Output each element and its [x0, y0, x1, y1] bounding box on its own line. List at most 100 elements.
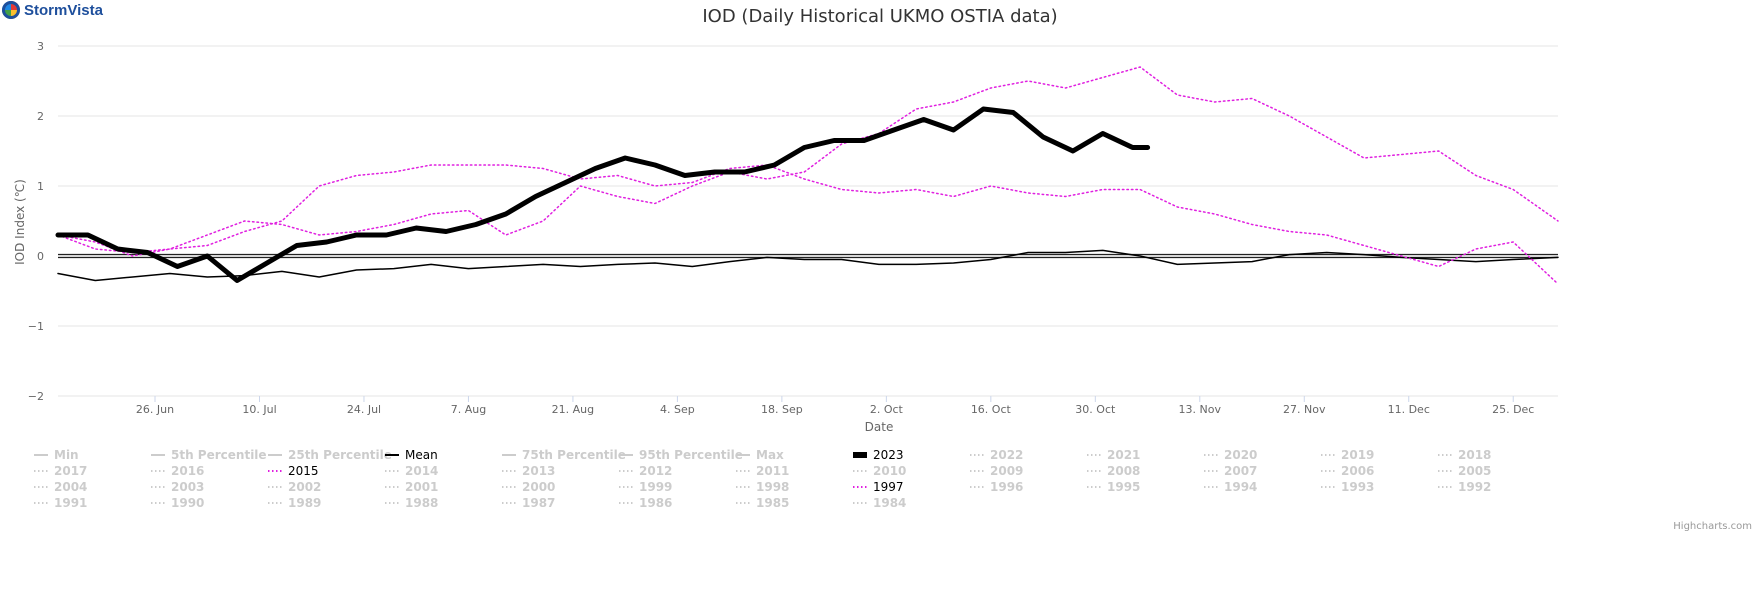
- legend-label: 2002: [288, 480, 321, 494]
- chart-legend: Min 5th Percentile 25th Percentile Mean 75th…: [34, 448, 1491, 510]
- x-tick-label: 10. Jul: [242, 403, 276, 416]
- legend-item-1993[interactable]: 1993: [1321, 480, 1374, 494]
- legend-item-1996[interactable]: 1996: [970, 480, 1023, 494]
- legend-item-1985[interactable]: 1985: [736, 496, 789, 510]
- legend-item-2019[interactable]: 2019: [1321, 448, 1374, 462]
- legend-label: 1988: [405, 496, 438, 510]
- legend-label: 1987: [522, 496, 555, 510]
- x-tick-label: 13. Nov: [1179, 403, 1222, 416]
- legend-label: 1989: [288, 496, 321, 510]
- x-tick-label: 4. Sep: [660, 403, 695, 416]
- legend-item-1986[interactable]: 1986: [619, 496, 672, 510]
- legend-item-95th-percentile[interactable]: 95th Percentile: [619, 448, 743, 462]
- y-axis-ticks: 3 2 1 0 −1 −2: [28, 40, 44, 403]
- legend-label: 2010: [873, 464, 906, 478]
- legend-label: 2000: [522, 480, 555, 494]
- x-axis-ticks: 26. Jun 10. Jul 24. Jul 7. Aug 21. Aug 4. Sep…: [136, 396, 1534, 416]
- legend-item-1990[interactable]: 1990: [151, 496, 204, 510]
- legend-item-mean[interactable]: Mean: [385, 448, 438, 462]
- legend-label: 2022: [990, 448, 1023, 462]
- legend-item-75th-percentile[interactable]: 75th Percentile: [502, 448, 626, 462]
- legend-item-1995[interactable]: 1995: [1087, 480, 1140, 494]
- legend-label: Mean: [405, 448, 438, 462]
- legend-label: 1996: [990, 480, 1023, 494]
- legend-label: 2009: [990, 464, 1023, 478]
- legend-item-2014[interactable]: 2014: [385, 464, 438, 478]
- legend-item-1998[interactable]: 1998: [736, 480, 789, 494]
- legend-item-2022[interactable]: 2022: [970, 448, 1023, 462]
- legend-label: 2014: [405, 464, 438, 478]
- series-line-2023: [55, 106, 1151, 283]
- legend-label: 25th Percentile: [288, 448, 392, 462]
- legend-label: 2023: [873, 448, 904, 462]
- legend-label: 2001: [405, 480, 438, 494]
- legend-item-5th-percentile[interactable]: 5th Percentile: [151, 448, 267, 462]
- grid-lines: [58, 45, 1558, 397]
- x-tick-label: 26. Jun: [136, 403, 174, 416]
- legend-label: 2017: [54, 464, 87, 478]
- legend-item-2001[interactable]: 2001: [385, 480, 438, 494]
- legend-item-2000[interactable]: 2000: [502, 480, 555, 494]
- legend-item-2008[interactable]: 2008: [1087, 464, 1140, 478]
- legend-label: 1986: [639, 496, 672, 510]
- legend-item-2006[interactable]: 2006: [1321, 464, 1374, 478]
- legend-item-2003[interactable]: 2003: [151, 480, 204, 494]
- legend-label: 2011: [756, 464, 789, 478]
- legend-item-1991[interactable]: 1991: [34, 496, 87, 510]
- legend-label: 2003: [171, 480, 204, 494]
- legend-item-2004[interactable]: 2004: [34, 480, 87, 494]
- legend-item-2002[interactable]: 2002: [268, 480, 321, 494]
- legend-item-25th-percentile[interactable]: 25th Percentile: [268, 448, 392, 462]
- legend-item-2021[interactable]: 2021: [1087, 448, 1140, 462]
- legend-item-2017[interactable]: 2017: [34, 464, 87, 478]
- legend-label: Max: [756, 448, 784, 462]
- legend-label: 1990: [171, 496, 204, 510]
- legend-item-2007[interactable]: 2007: [1204, 464, 1257, 478]
- x-tick-label: 30. Oct: [1075, 403, 1116, 416]
- legend-label: 2006: [1341, 464, 1374, 478]
- y-tick-label: 2: [37, 110, 44, 123]
- legend-item-1997[interactable]: 1997: [853, 480, 904, 494]
- legend-item-2011[interactable]: 2011: [736, 464, 789, 478]
- x-tick-label: 11. Dec: [1388, 403, 1430, 416]
- legend-item-2012[interactable]: 2012: [619, 464, 672, 478]
- legend-item-2020[interactable]: 2020: [1204, 448, 1257, 462]
- legend-item-1987[interactable]: 1987: [502, 496, 555, 510]
- legend-item-1984[interactable]: 1984: [853, 496, 906, 510]
- x-tick-label: 7. Aug: [451, 403, 486, 416]
- legend-label: 2020: [1224, 448, 1257, 462]
- x-axis-title: Date: [865, 420, 894, 434]
- legend-item-1989[interactable]: 1989: [268, 496, 321, 510]
- brand-logo[interactable]: StormVista: [2, 0, 103, 20]
- legend-item-1988[interactable]: 1988: [385, 496, 438, 510]
- legend-item-1999[interactable]: 1999: [619, 480, 672, 494]
- legend-item-2013[interactable]: 2013: [502, 464, 555, 478]
- x-tick-label: 24. Jul: [347, 403, 381, 416]
- legend-item-2023[interactable]: 2023: [853, 448, 904, 462]
- y-tick-label: 3: [37, 40, 44, 53]
- legend-item-2016[interactable]: 2016: [151, 464, 204, 478]
- legend-item-min[interactable]: Min: [34, 448, 79, 462]
- legend-item-max[interactable]: Max: [736, 448, 784, 462]
- legend-label: 1993: [1341, 480, 1374, 494]
- legend-item-2015[interactable]: 2015: [268, 464, 319, 478]
- legend-label: 1995: [1107, 480, 1140, 494]
- legend-label: 1992: [1458, 480, 1491, 494]
- legend-label: 2008: [1107, 464, 1140, 478]
- legend-item-1994[interactable]: 1994: [1204, 480, 1257, 494]
- legend-item-1992[interactable]: 1992: [1438, 480, 1491, 494]
- legend-item-2010[interactable]: 2010: [853, 464, 906, 478]
- series-line-2015: [57, 164, 1559, 285]
- credits-link[interactable]: Highcharts.com: [1673, 521, 1752, 532]
- legend-label: 95th Percentile: [639, 448, 743, 462]
- legend-item-2005[interactable]: 2005: [1438, 464, 1491, 478]
- legend-item-2009[interactable]: 2009: [970, 464, 1023, 478]
- legend-item-2018[interactable]: 2018: [1438, 448, 1491, 462]
- legend-label: 1984: [873, 496, 906, 510]
- legend-label: 2013: [522, 464, 555, 478]
- brand-name: StormVista: [24, 1, 103, 19]
- legend-label: 1994: [1224, 480, 1257, 494]
- legend-label: 2019: [1341, 448, 1374, 462]
- legend-label: 2004: [54, 480, 87, 494]
